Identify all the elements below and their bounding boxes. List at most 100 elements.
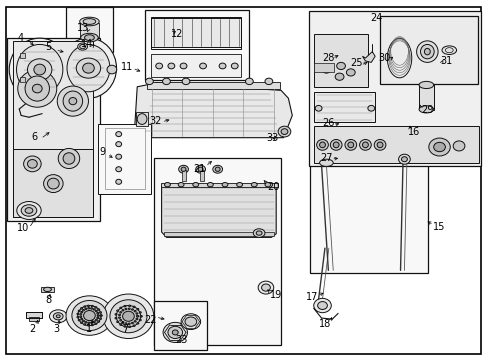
Ellipse shape xyxy=(118,317,120,318)
Ellipse shape xyxy=(418,106,433,113)
Ellipse shape xyxy=(401,157,407,162)
Ellipse shape xyxy=(133,325,135,327)
Ellipse shape xyxy=(95,310,97,312)
Ellipse shape xyxy=(81,318,82,320)
Ellipse shape xyxy=(222,183,227,187)
Ellipse shape xyxy=(82,310,84,311)
Ellipse shape xyxy=(167,63,174,69)
Ellipse shape xyxy=(118,314,120,316)
Bar xyxy=(104,128,144,189)
Bar xyxy=(160,183,277,187)
Ellipse shape xyxy=(58,148,80,168)
Ellipse shape xyxy=(428,138,449,156)
Ellipse shape xyxy=(245,78,253,85)
Ellipse shape xyxy=(120,324,122,325)
Ellipse shape xyxy=(97,315,99,316)
Polygon shape xyxy=(161,184,276,237)
Bar xyxy=(418,84,433,110)
Bar xyxy=(13,149,93,217)
Bar xyxy=(147,82,279,89)
Ellipse shape xyxy=(76,58,101,78)
Ellipse shape xyxy=(98,309,100,310)
Ellipse shape xyxy=(43,175,63,193)
Ellipse shape xyxy=(124,305,126,307)
Ellipse shape xyxy=(115,318,117,319)
Ellipse shape xyxy=(116,141,122,147)
Ellipse shape xyxy=(103,294,154,338)
Ellipse shape xyxy=(264,183,270,187)
Ellipse shape xyxy=(134,310,136,312)
Ellipse shape xyxy=(125,323,127,324)
Ellipse shape xyxy=(319,159,332,166)
Text: 32: 32 xyxy=(149,116,162,126)
Ellipse shape xyxy=(87,307,89,309)
Ellipse shape xyxy=(80,316,81,318)
Ellipse shape xyxy=(416,41,437,62)
Ellipse shape xyxy=(85,321,87,323)
Ellipse shape xyxy=(136,318,138,320)
Ellipse shape xyxy=(398,154,409,164)
Ellipse shape xyxy=(128,323,130,324)
Ellipse shape xyxy=(181,314,200,329)
Bar xyxy=(20,53,25,58)
Ellipse shape xyxy=(139,319,141,321)
Ellipse shape xyxy=(215,167,220,171)
Text: 28: 28 xyxy=(322,53,334,63)
Text: 26: 26 xyxy=(322,118,334,128)
Ellipse shape xyxy=(163,322,187,342)
Ellipse shape xyxy=(90,322,92,323)
Ellipse shape xyxy=(122,310,123,311)
Ellipse shape xyxy=(61,38,116,98)
Ellipse shape xyxy=(281,129,287,134)
Bar xyxy=(151,18,241,47)
Text: 4: 4 xyxy=(17,33,23,43)
Ellipse shape xyxy=(195,165,205,173)
Ellipse shape xyxy=(25,76,49,101)
Ellipse shape xyxy=(21,205,37,216)
Ellipse shape xyxy=(192,183,198,187)
Ellipse shape xyxy=(87,325,89,326)
Polygon shape xyxy=(27,94,44,112)
Ellipse shape xyxy=(82,63,94,73)
Text: 18: 18 xyxy=(318,319,330,329)
Ellipse shape xyxy=(34,64,45,75)
Ellipse shape xyxy=(122,311,134,321)
Ellipse shape xyxy=(441,46,456,54)
Ellipse shape xyxy=(322,66,330,73)
Ellipse shape xyxy=(164,183,170,187)
Text: 27: 27 xyxy=(320,153,332,163)
Bar xyxy=(314,93,374,122)
Text: 3: 3 xyxy=(53,324,59,334)
Bar xyxy=(144,10,249,80)
Ellipse shape xyxy=(199,63,206,69)
Ellipse shape xyxy=(207,183,213,187)
Ellipse shape xyxy=(23,156,41,172)
Ellipse shape xyxy=(346,69,354,76)
Ellipse shape xyxy=(362,142,367,148)
Bar xyxy=(182,170,185,181)
Ellipse shape xyxy=(424,48,429,55)
Ellipse shape xyxy=(100,315,102,316)
Ellipse shape xyxy=(56,315,60,318)
Bar xyxy=(310,161,427,273)
Ellipse shape xyxy=(420,44,433,59)
Ellipse shape xyxy=(178,183,183,187)
Ellipse shape xyxy=(17,202,41,220)
Text: 25: 25 xyxy=(350,58,362,68)
Polygon shape xyxy=(135,82,292,138)
Ellipse shape xyxy=(212,165,222,173)
Ellipse shape xyxy=(85,308,87,310)
Ellipse shape xyxy=(124,326,126,327)
Ellipse shape xyxy=(27,159,37,168)
Bar xyxy=(154,158,281,345)
Ellipse shape xyxy=(72,301,107,330)
Ellipse shape xyxy=(81,322,82,323)
Ellipse shape xyxy=(313,298,330,313)
Ellipse shape xyxy=(136,316,138,317)
Ellipse shape xyxy=(219,63,225,69)
Bar xyxy=(379,17,477,84)
Ellipse shape xyxy=(47,178,59,189)
Ellipse shape xyxy=(122,321,123,323)
Bar xyxy=(163,232,273,235)
Text: 2: 2 xyxy=(29,324,36,334)
